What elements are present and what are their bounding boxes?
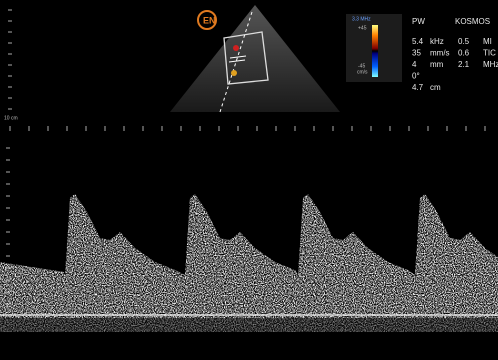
b-mode-sector [170, 5, 340, 112]
color-box [223, 31, 269, 85]
parameter: 0° [412, 72, 420, 81]
parameter: 2.1 [458, 60, 470, 69]
parameter: 4.7 [412, 83, 424, 92]
depth-label: 10 cm [4, 115, 18, 121]
parameter: mm/s [430, 49, 450, 58]
logo [197, 10, 217, 30]
parameter: TIC [483, 49, 496, 58]
parameter: mm [430, 60, 444, 69]
parameter: 5.4 [412, 37, 424, 46]
parameter: MI [483, 37, 492, 46]
parameter: 0.5 [458, 37, 470, 46]
colorbar-max: +45 [358, 25, 367, 31]
flow-color [233, 45, 239, 51]
colorbar [372, 25, 378, 77]
parameter: 35 [412, 49, 421, 58]
colorbar-unit: cm/s [357, 69, 368, 75]
colorbar-frequency: 3.3 MHz [352, 16, 371, 22]
gate-mark [229, 55, 247, 59]
parameter: kHz [430, 37, 444, 46]
spectrum-below-baseline [0, 318, 498, 332]
logo-mark: EN [203, 15, 216, 25]
parameter: 0.6 [458, 49, 470, 58]
parameter: cm [430, 83, 441, 92]
flow-color [231, 70, 237, 76]
parameter: 4 [412, 60, 417, 69]
colorbar-min: -45 [358, 63, 365, 69]
brand: KOSMOS [455, 17, 490, 26]
parameter: MHz [483, 60, 498, 69]
gate-mark [228, 59, 246, 63]
mode: PW [412, 17, 425, 26]
